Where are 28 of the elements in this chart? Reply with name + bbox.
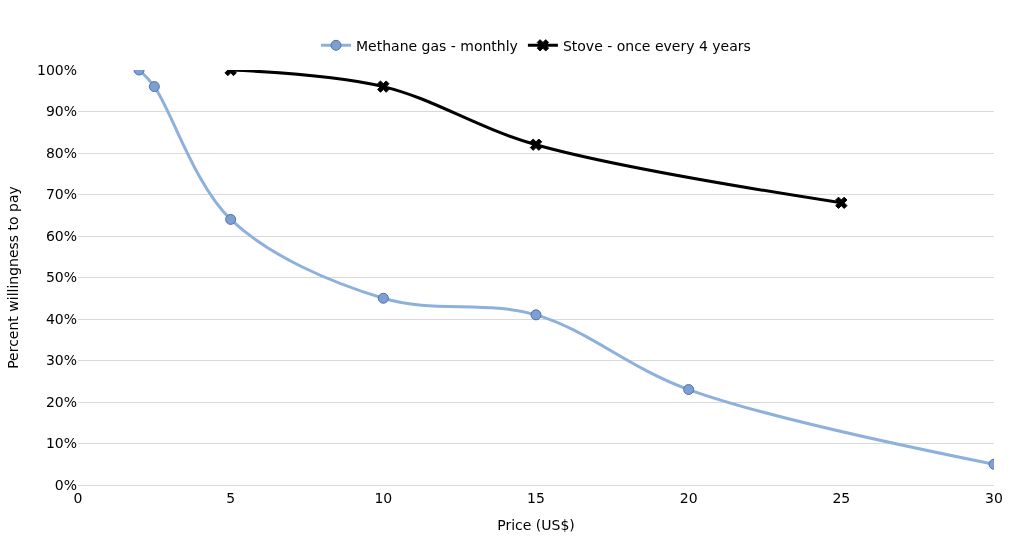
- point: [377, 80, 390, 93]
- point: [225, 213, 237, 225]
- legend-label: Stove - once every 4 years: [562, 37, 751, 54]
- y-tick-label: 100%: [36, 61, 77, 78]
- y-tick-label: 50%: [45, 269, 77, 286]
- y-tick-label: 20%: [45, 393, 77, 410]
- point: [530, 309, 542, 321]
- point: [835, 196, 848, 209]
- point: [377, 292, 389, 304]
- y-tick-label: 40%: [45, 310, 77, 327]
- y-tick-label: 80%: [45, 144, 77, 161]
- x-axis-title: Price (US$): [497, 517, 575, 534]
- x-tick-label: 10: [374, 489, 393, 506]
- x-tick-label: 20: [679, 489, 698, 506]
- y-tick-label: 30%: [45, 352, 77, 369]
- x-tick-label: 5: [226, 489, 236, 506]
- point: [148, 81, 160, 93]
- x-tick-label: 25: [832, 489, 851, 506]
- legend-label: Methane gas - monthly: [356, 37, 518, 54]
- x-tick-label: 15: [527, 489, 545, 506]
- y-tick-label: 90%: [45, 103, 77, 120]
- y-axis-title: Percent willingness to pay: [4, 186, 21, 369]
- y-tick-label: 60%: [45, 227, 77, 244]
- y-tick-label: 10%: [45, 435, 77, 452]
- x-tick-label: 30: [985, 489, 1003, 506]
- y-tick-label: 70%: [45, 186, 77, 203]
- point: [683, 384, 695, 396]
- point: [529, 138, 543, 151]
